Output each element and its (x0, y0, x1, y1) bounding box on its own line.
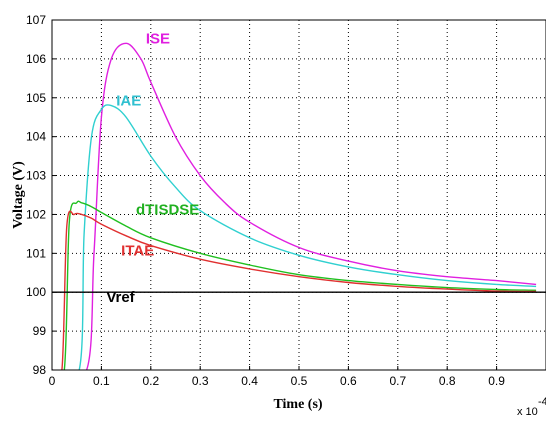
series-line-ise (52, 42, 537, 370)
x-multiplier-exponent: -4 (538, 396, 546, 408)
x-tick-label: 0.1 (93, 374, 110, 388)
y-tick-label: 103 (26, 169, 46, 183)
label-vref: Vref (106, 289, 135, 306)
label-ise: ISE (146, 30, 170, 47)
y-tick-label: 101 (26, 246, 46, 260)
tick-labels: 0 0.1 0.2 0.3 0.4 0.5 0.6 0.7 0.8 0.9 98 99 100 101 10… (26, 13, 505, 388)
y-tick-label: 105 (26, 91, 46, 105)
series-line-iae (52, 104, 537, 370)
x-tick-label: 0.7 (389, 374, 406, 388)
series-group (52, 42, 546, 370)
y-tick-label: 106 (26, 52, 46, 66)
x-axis-label: Time (s) (273, 397, 322, 412)
y-axis-label: Voltage (V) (11, 161, 26, 229)
x-tick-label: 0.2 (142, 374, 159, 388)
y-tick-label: 104 (26, 130, 46, 144)
y-tick-label: 100 (26, 285, 46, 299)
series-annotations: ISE IAE dTISDSE ITAE Vref (106, 30, 199, 306)
label-iae: IAE (116, 93, 141, 110)
label-itae: ITAE (121, 242, 154, 259)
x-tick-label: 0.4 (241, 374, 258, 388)
x-tick-label: 0 (49, 374, 56, 388)
x-tick-label: 0.5 (291, 374, 308, 388)
x-tick-label: 0.3 (192, 374, 209, 388)
x-tick-label: 0.6 (340, 374, 357, 388)
y-tick-label: 107 (26, 13, 46, 27)
plot-border (51, 19, 546, 371)
label-dtisdse: dTISDSE (136, 201, 199, 218)
y-tick-label: 102 (26, 207, 46, 221)
y-tick-label: 99 (33, 324, 47, 338)
series-line-itae (52, 210, 537, 370)
y-tick-label: 98 (33, 363, 47, 377)
x-multiplier: x 10 (517, 406, 538, 418)
x-tick-label: 0.9 (488, 374, 505, 388)
x-tick-label: 0.8 (439, 374, 456, 388)
